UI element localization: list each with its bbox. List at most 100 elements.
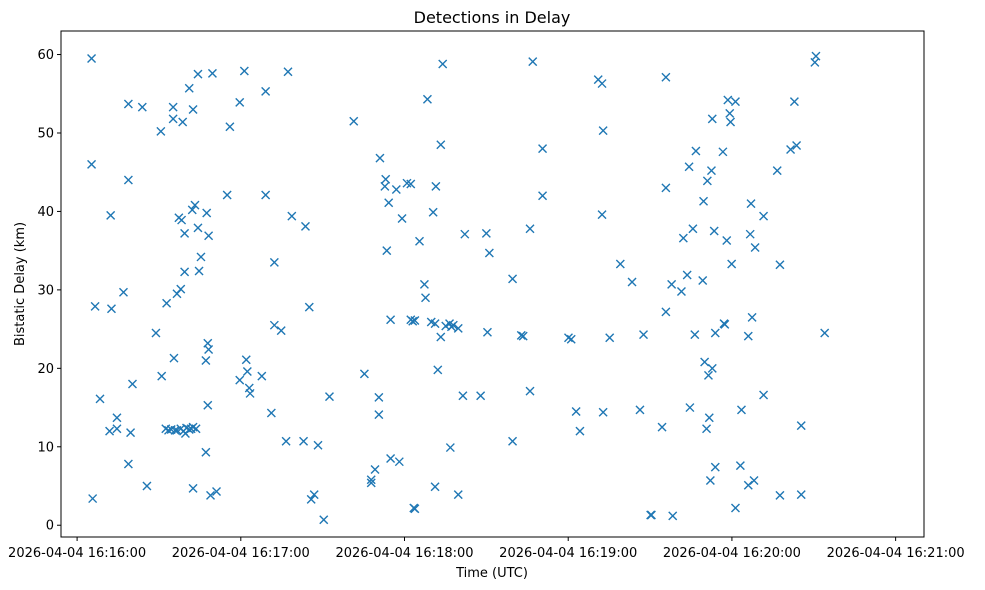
data-point xyxy=(415,236,425,246)
data-point xyxy=(448,320,458,330)
data-point xyxy=(374,410,384,420)
y-axis: 0 10 20 30 40 50 60 xyxy=(37,48,61,534)
data-point xyxy=(281,436,291,446)
data-point xyxy=(193,223,203,233)
data-point xyxy=(750,243,760,253)
data-point xyxy=(792,141,802,151)
data-point xyxy=(436,140,446,150)
data-point xyxy=(88,494,98,504)
data-point xyxy=(386,454,396,464)
data-point xyxy=(736,405,746,415)
data-point xyxy=(123,99,133,109)
data-point xyxy=(725,108,735,118)
data-point xyxy=(105,426,115,436)
data-point xyxy=(178,117,188,127)
y-axis-label: Bistatic Delay (km) xyxy=(13,222,28,346)
data-point xyxy=(287,211,297,221)
data-point xyxy=(730,97,740,107)
data-point xyxy=(710,328,720,338)
data-point xyxy=(690,330,700,340)
data-point xyxy=(180,267,190,277)
data-point xyxy=(397,213,407,223)
data-point xyxy=(508,436,518,446)
data-point xyxy=(646,510,656,520)
data-point xyxy=(699,196,709,206)
data-point xyxy=(743,480,753,490)
data-point xyxy=(241,355,251,365)
x-tick-label: 2026-04-04 16:21:00 xyxy=(827,546,965,561)
data-point xyxy=(453,490,463,500)
y-tick-label: 20 xyxy=(37,362,54,377)
data-point xyxy=(796,421,806,431)
data-point xyxy=(422,94,432,104)
data-point xyxy=(374,392,384,402)
data-point xyxy=(433,365,443,375)
data-point xyxy=(235,97,245,107)
data-point xyxy=(460,229,470,239)
data-point xyxy=(525,386,535,396)
data-point xyxy=(676,286,686,296)
data-point xyxy=(482,327,492,337)
data-point xyxy=(709,226,719,236)
data-point xyxy=(723,95,733,105)
data-point xyxy=(431,181,441,191)
data-point xyxy=(727,259,737,269)
data-point xyxy=(726,117,736,127)
data-point xyxy=(349,116,359,126)
data-point xyxy=(705,476,715,486)
data-point xyxy=(242,366,252,376)
y-tick-label: 50 xyxy=(37,126,54,141)
data-point xyxy=(668,511,678,521)
data-point xyxy=(123,459,133,469)
x-tick-label: 2026-04-04 16:20:00 xyxy=(663,546,801,561)
data-point xyxy=(87,159,97,169)
data-point xyxy=(391,184,401,194)
data-point xyxy=(746,199,756,209)
data-point xyxy=(700,357,710,367)
data-point xyxy=(176,284,186,294)
data-point xyxy=(375,153,385,163)
data-point xyxy=(575,426,585,436)
data-point xyxy=(710,462,720,472)
data-point xyxy=(191,424,201,434)
data-point xyxy=(269,257,279,267)
data-point xyxy=(720,319,730,329)
data-point xyxy=(319,515,329,525)
data-point xyxy=(206,490,216,500)
data-point xyxy=(775,260,785,270)
data-point xyxy=(743,331,753,341)
data-point xyxy=(722,235,732,245)
data-point xyxy=(789,97,799,107)
data-point xyxy=(304,302,314,312)
data-point xyxy=(204,345,214,355)
data-point xyxy=(430,319,440,329)
plot-frame xyxy=(60,30,925,538)
data-point xyxy=(508,274,518,284)
data-point xyxy=(193,69,203,79)
data-point xyxy=(180,228,190,238)
data-point xyxy=(684,162,694,172)
data-point xyxy=(598,407,608,417)
data-point xyxy=(261,190,271,200)
data-point xyxy=(661,307,671,317)
data-point xyxy=(484,248,494,258)
data-point xyxy=(597,210,607,220)
data-point xyxy=(615,259,625,269)
data-point xyxy=(430,482,440,492)
data-point xyxy=(598,126,608,136)
data-point xyxy=(87,53,97,63)
data-point xyxy=(661,183,671,193)
y-tick-label: 0 xyxy=(46,519,54,534)
data-point xyxy=(410,315,420,325)
data-point xyxy=(410,504,420,514)
data-point xyxy=(168,114,178,124)
data-point xyxy=(730,503,740,513)
data-point xyxy=(106,304,116,314)
data-point xyxy=(157,371,167,381)
data-point xyxy=(476,391,486,401)
data-point xyxy=(127,379,137,389)
data-point xyxy=(735,461,745,471)
data-point xyxy=(169,353,179,363)
data-point xyxy=(151,328,161,338)
